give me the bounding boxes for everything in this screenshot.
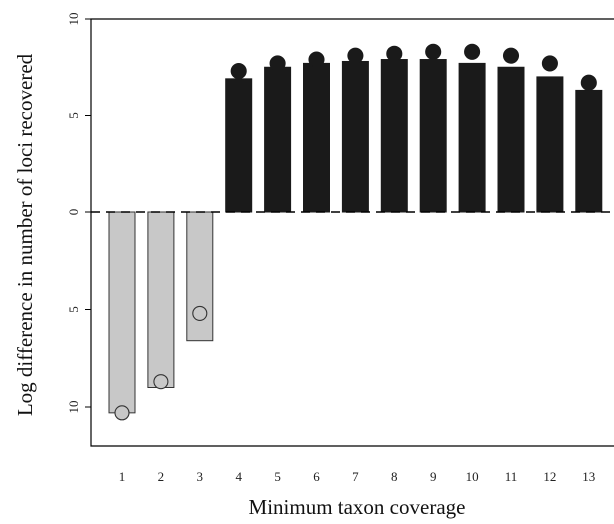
plot-area bbox=[91, 43, 614, 421]
bar bbox=[497, 66, 525, 213]
bar bbox=[458, 62, 486, 213]
data-point bbox=[541, 55, 558, 72]
data-point bbox=[464, 43, 481, 60]
x-tick-label: 5 bbox=[274, 469, 281, 484]
plot-frame bbox=[90, 18, 614, 447]
x-tick-label: 7 bbox=[352, 469, 359, 484]
data-point bbox=[269, 55, 286, 72]
x-tick-label: 2 bbox=[158, 469, 165, 484]
bar bbox=[225, 78, 253, 213]
bar bbox=[575, 89, 603, 213]
data-point bbox=[386, 45, 403, 62]
x-tick-label: 12 bbox=[543, 469, 556, 484]
x-tick-label: 3 bbox=[197, 469, 204, 484]
x-axis-title: Minimum taxon coverage bbox=[249, 495, 466, 519]
x-tick-label: 10 bbox=[466, 469, 479, 484]
x-tick-label: 1 bbox=[119, 469, 126, 484]
data-point bbox=[230, 63, 247, 80]
bar bbox=[341, 60, 369, 213]
data-point bbox=[580, 74, 597, 91]
y-tick-label: 10 bbox=[66, 401, 81, 414]
x-tick-label: 13 bbox=[582, 469, 595, 484]
x-tick-label: 11 bbox=[505, 469, 518, 484]
x-tick-label: 6 bbox=[313, 469, 320, 484]
data-point bbox=[308, 51, 325, 68]
y-tick-label: 5 bbox=[66, 306, 81, 313]
bar bbox=[419, 59, 447, 213]
x-tick-label: 9 bbox=[430, 469, 437, 484]
data-point bbox=[192, 305, 208, 321]
bar bbox=[264, 66, 292, 213]
bar bbox=[380, 59, 408, 213]
data-point bbox=[502, 47, 520, 64]
data-point bbox=[425, 43, 442, 60]
data-point bbox=[153, 374, 169, 390]
data-point bbox=[347, 47, 364, 64]
bar bbox=[186, 211, 214, 342]
bar bbox=[147, 211, 175, 388]
y-tick-label: 5 bbox=[66, 112, 81, 119]
x-tick-label: 4 bbox=[235, 469, 242, 484]
bar bbox=[108, 211, 136, 414]
y-tick-label: 10 bbox=[66, 13, 81, 26]
bar bbox=[303, 62, 330, 213]
x-tick-label: 8 bbox=[391, 469, 398, 484]
bar bbox=[536, 76, 564, 213]
data-point bbox=[114, 405, 130, 421]
y-tick-label: 0 bbox=[66, 209, 81, 216]
y-axis-title: Log difference in number of loci recover… bbox=[13, 53, 37, 416]
